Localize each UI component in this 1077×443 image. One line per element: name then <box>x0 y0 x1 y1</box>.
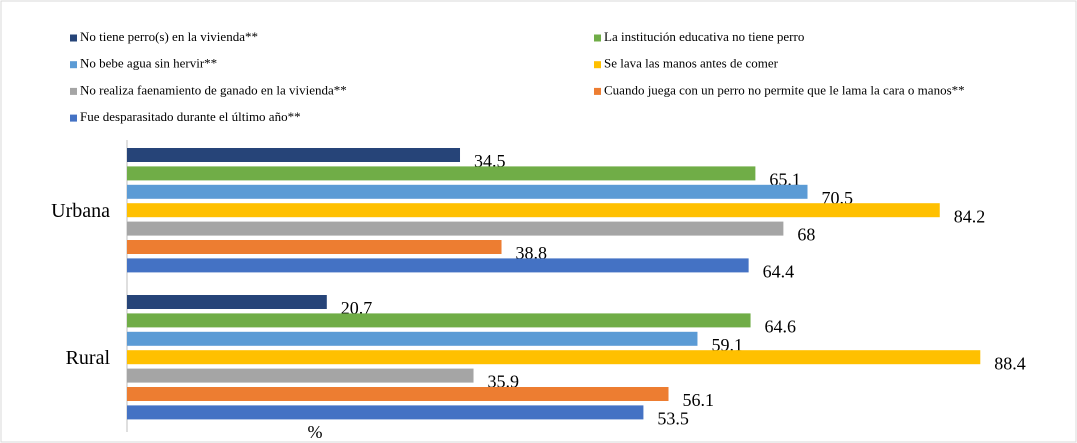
bar <box>127 405 644 420</box>
legend-label: Se lava las manos antes de comer <box>604 56 779 71</box>
value-label: 65.1 <box>769 170 801 190</box>
legend-swatch <box>70 61 77 69</box>
legend-swatch <box>594 34 601 42</box>
legend-label: Fue desparasitado durante el último año*… <box>80 109 301 124</box>
legend-label: No realiza faenamiento de ganado en la v… <box>80 82 347 97</box>
value-label: 64.4 <box>763 262 795 282</box>
bar <box>127 387 669 401</box>
bar <box>127 203 940 218</box>
x-axis-label: % <box>308 422 323 442</box>
value-label: 20.7 <box>341 298 373 318</box>
bar <box>127 313 751 328</box>
value-label: 64.6 <box>765 317 797 337</box>
bar <box>127 258 749 273</box>
bar <box>127 166 756 181</box>
value-label: 35.9 <box>488 372 520 392</box>
category-label: Rural <box>66 347 111 369</box>
value-label: 38.8 <box>516 243 548 263</box>
value-label: 56.1 <box>683 390 715 410</box>
value-label: 34.5 <box>474 151 506 171</box>
bar <box>127 350 981 365</box>
legend-label: No tiene perro(s) en la vivienda** <box>80 29 258 44</box>
category-label: Urbana <box>51 200 110 222</box>
bar <box>127 148 461 162</box>
value-label: 70.5 <box>822 188 854 208</box>
bar <box>127 240 502 254</box>
legend-swatch <box>70 114 77 122</box>
bar <box>127 184 808 199</box>
legend-swatch <box>70 87 77 95</box>
value-label: 59.1 <box>711 335 743 355</box>
bar <box>127 331 698 346</box>
legend-swatch <box>70 34 77 42</box>
legend-swatch <box>594 87 601 95</box>
bar <box>127 368 474 383</box>
bar <box>127 295 327 309</box>
bar <box>127 221 784 236</box>
value-label: 68 <box>797 225 815 245</box>
value-label: 88.4 <box>994 353 1026 373</box>
value-label: 53.5 <box>657 409 689 429</box>
legend-swatch <box>594 61 601 69</box>
value-label: 84.2 <box>954 206 986 226</box>
legend-label: Cuando juega con un perro no permite que… <box>604 82 965 97</box>
legend-label: La institución educativa no tiene perro <box>604 29 804 44</box>
legend-label: No bebe agua sin hervir** <box>80 56 217 71</box>
